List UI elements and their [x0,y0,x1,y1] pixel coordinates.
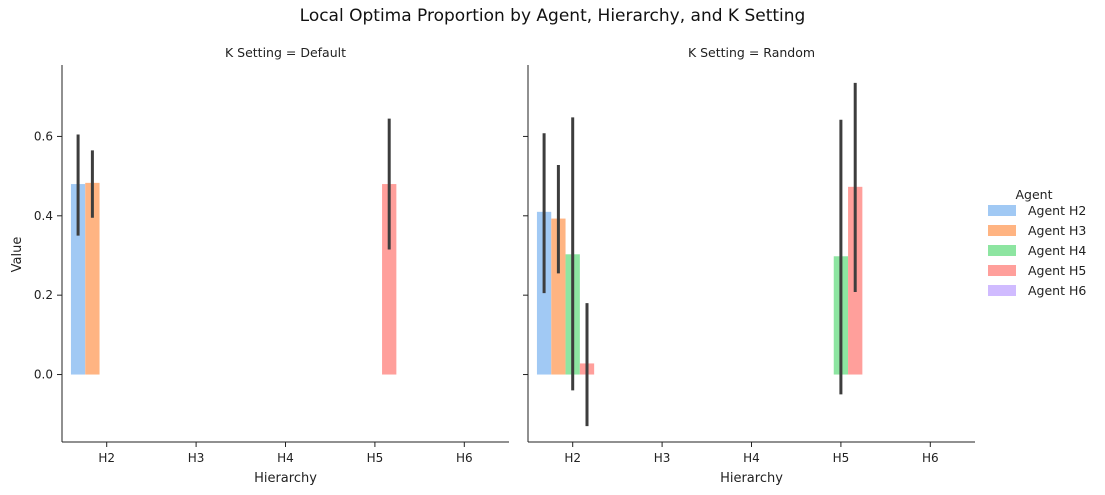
legend-title: Agent [1016,187,1053,202]
bar-agent-h3-h2 [551,218,566,375]
bar-agent-h5-h5 [382,184,397,375]
legend-swatch [988,205,1016,216]
x-tick-label: H5 [833,451,850,465]
y-tick-label: 0.0 [34,368,53,382]
panel-random: H2 H3 H4 H5 H6 K Setting = Random Hierarchy [523,45,975,486]
x-tick-label: H2 [564,451,581,465]
legend-swatch [988,285,1016,296]
x-tick-label: H3 [188,451,205,465]
legend-label: Agent H2 [1028,203,1086,218]
y-tick-label: 0.6 [34,129,53,143]
x-tick-label: H4 [743,451,760,465]
x-tick-label: H3 [654,451,671,465]
panel-title: K Setting = Random [688,45,815,60]
bar-agent-h2-h2 [70,184,86,375]
panel-title: K Setting = Default [225,45,346,60]
y-tick-label: 0.4 [34,209,53,223]
legend-label: Agent H6 [1028,283,1086,298]
bar-agent-h3-h2 [85,182,100,375]
legend-swatch [988,225,1016,236]
x-axis-label: Hierarchy [254,471,317,486]
x-tick-label: H6 [922,451,939,465]
y-tick-label: 0.2 [34,288,53,302]
legend-swatch [988,265,1016,276]
legend-label: Agent H4 [1028,243,1086,258]
x-tick-label: H2 [98,451,115,465]
x-tick-label: H4 [277,451,294,465]
x-tick-label: H6 [456,451,473,465]
legend-swatch [988,245,1016,256]
legend-label: Agent H5 [1028,263,1086,278]
x-tick-label: H5 [367,451,384,465]
legend-label: Agent H3 [1028,223,1086,238]
figure-title: Local Optima Proportion by Agent, Hierar… [299,6,806,26]
panel-default: 0.0 0.2 0.4 0.6 H2 H3 H4 H5 H6 K Setting = Defaul… [10,45,509,486]
y-axis-label: Value [10,237,25,273]
x-axis-label: Hierarchy [720,471,783,486]
